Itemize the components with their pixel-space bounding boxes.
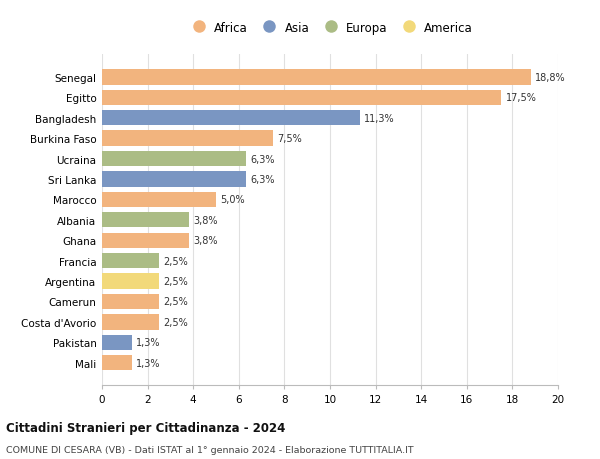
Bar [102, 355, 131, 370]
Text: 2,5%: 2,5% [164, 317, 188, 327]
Bar [102, 314, 159, 330]
Text: 17,5%: 17,5% [506, 93, 536, 103]
Text: 2,5%: 2,5% [164, 276, 188, 286]
Text: 3,8%: 3,8% [193, 215, 218, 225]
Text: 1,3%: 1,3% [136, 337, 161, 347]
Bar [102, 172, 245, 187]
Text: COMUNE DI CESARA (VB) - Dati ISTAT al 1° gennaio 2024 - Elaborazione TUTTITALIA.: COMUNE DI CESARA (VB) - Dati ISTAT al 1°… [6, 445, 413, 454]
Text: 7,5%: 7,5% [278, 134, 302, 144]
Text: 5,0%: 5,0% [221, 195, 245, 205]
Text: 2,5%: 2,5% [164, 297, 188, 307]
Bar [102, 213, 188, 228]
Bar [102, 294, 159, 309]
Text: 6,3%: 6,3% [250, 174, 275, 185]
Bar [102, 70, 530, 85]
Bar [102, 111, 359, 126]
Bar [102, 131, 273, 146]
Bar [102, 90, 501, 106]
Text: 2,5%: 2,5% [164, 256, 188, 266]
Text: Cittadini Stranieri per Cittadinanza - 2024: Cittadini Stranieri per Cittadinanza - 2… [6, 421, 286, 434]
Bar [102, 192, 216, 207]
Text: 6,3%: 6,3% [250, 154, 275, 164]
Bar [102, 151, 245, 167]
Bar [102, 274, 159, 289]
Text: 18,8%: 18,8% [535, 73, 566, 83]
Bar [102, 233, 188, 248]
Bar [102, 335, 131, 350]
Text: 1,3%: 1,3% [136, 358, 161, 368]
Text: 3,8%: 3,8% [193, 236, 218, 246]
Legend: Africa, Asia, Europa, America: Africa, Asia, Europa, America [184, 18, 476, 38]
Text: 11,3%: 11,3% [364, 113, 395, 123]
Bar [102, 253, 159, 269]
